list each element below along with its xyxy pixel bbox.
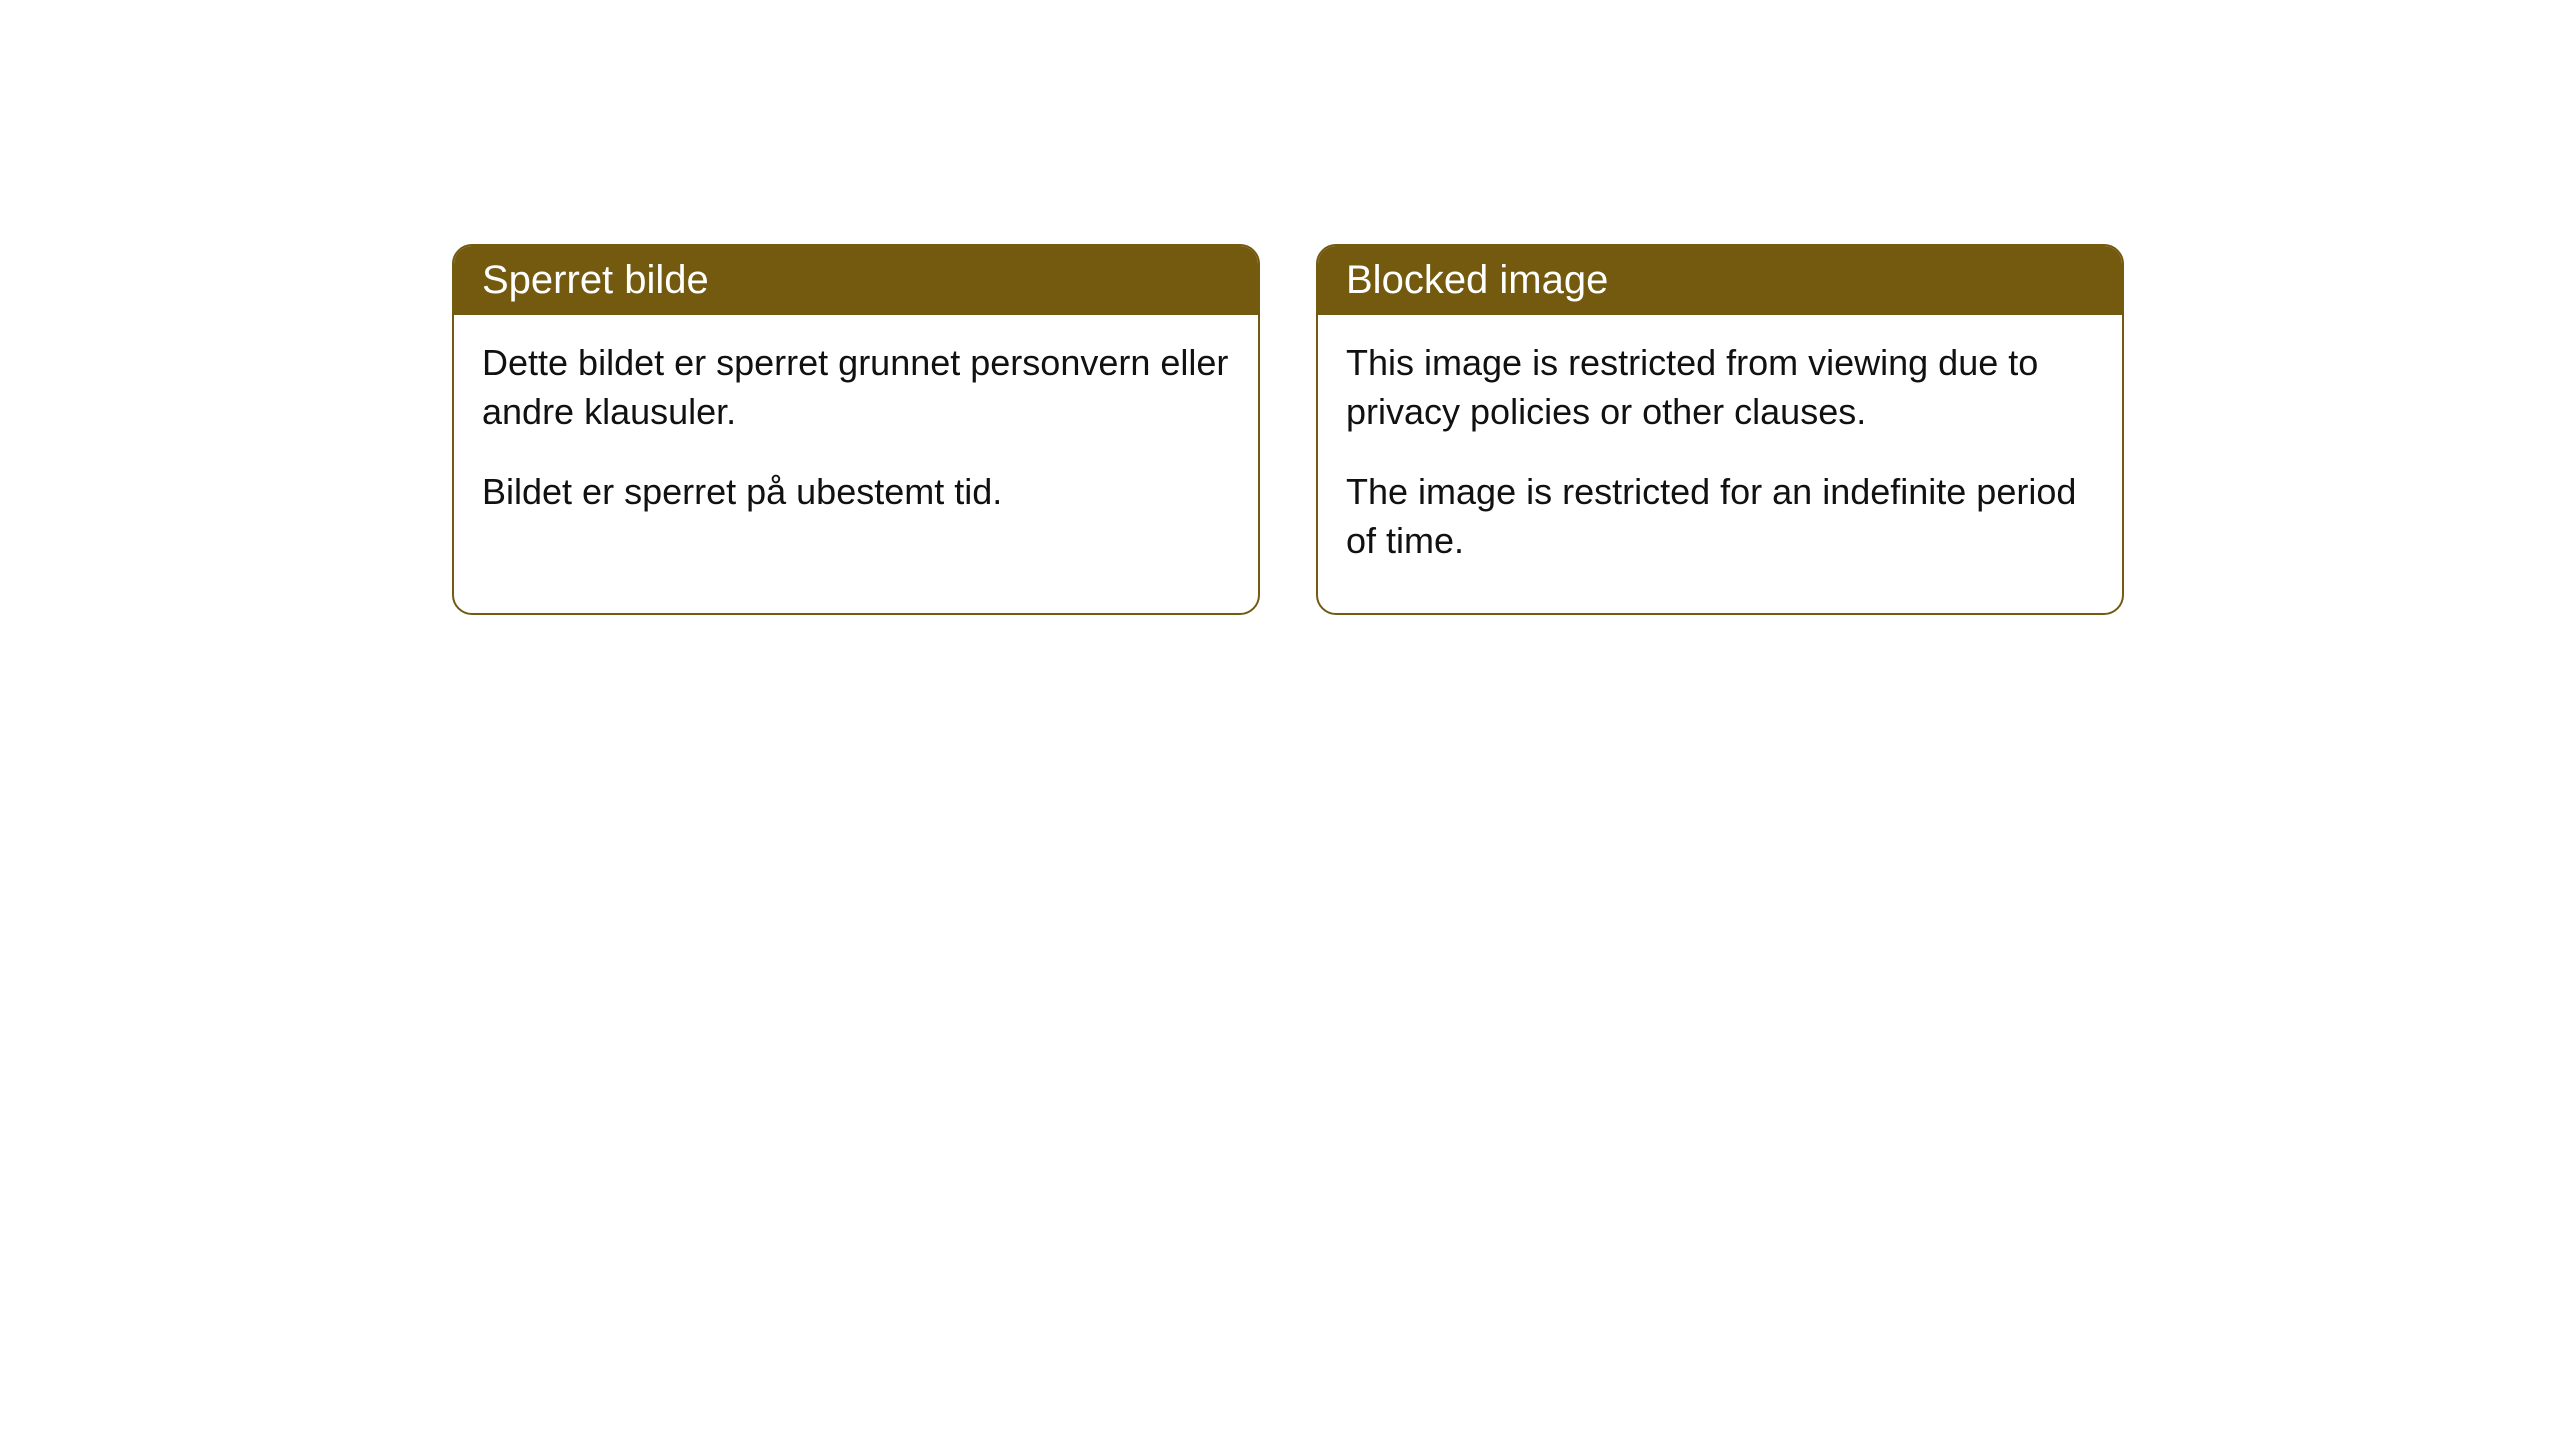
notice-paragraph: Dette bildet er sperret grunnet personve… [482, 339, 1230, 436]
notice-card-title: Sperret bilde [482, 258, 709, 302]
notice-card-title: Blocked image [1346, 258, 1608, 302]
notice-card-nb: Sperret bilde Dette bildet er sperret gr… [452, 244, 1260, 615]
notice-card-header: Blocked image [1318, 246, 2122, 315]
notice-card-body: Dette bildet er sperret grunnet personve… [454, 315, 1258, 565]
notice-container: Sperret bilde Dette bildet er sperret gr… [0, 0, 2560, 615]
notice-card-en: Blocked image This image is restricted f… [1316, 244, 2124, 615]
notice-paragraph: This image is restricted from viewing du… [1346, 339, 2094, 436]
notice-paragraph: The image is restricted for an indefinit… [1346, 468, 2094, 565]
notice-paragraph: Bildet er sperret på ubestemt tid. [482, 468, 1230, 517]
notice-card-body: This image is restricted from viewing du… [1318, 315, 2122, 613]
notice-card-header: Sperret bilde [454, 246, 1258, 315]
